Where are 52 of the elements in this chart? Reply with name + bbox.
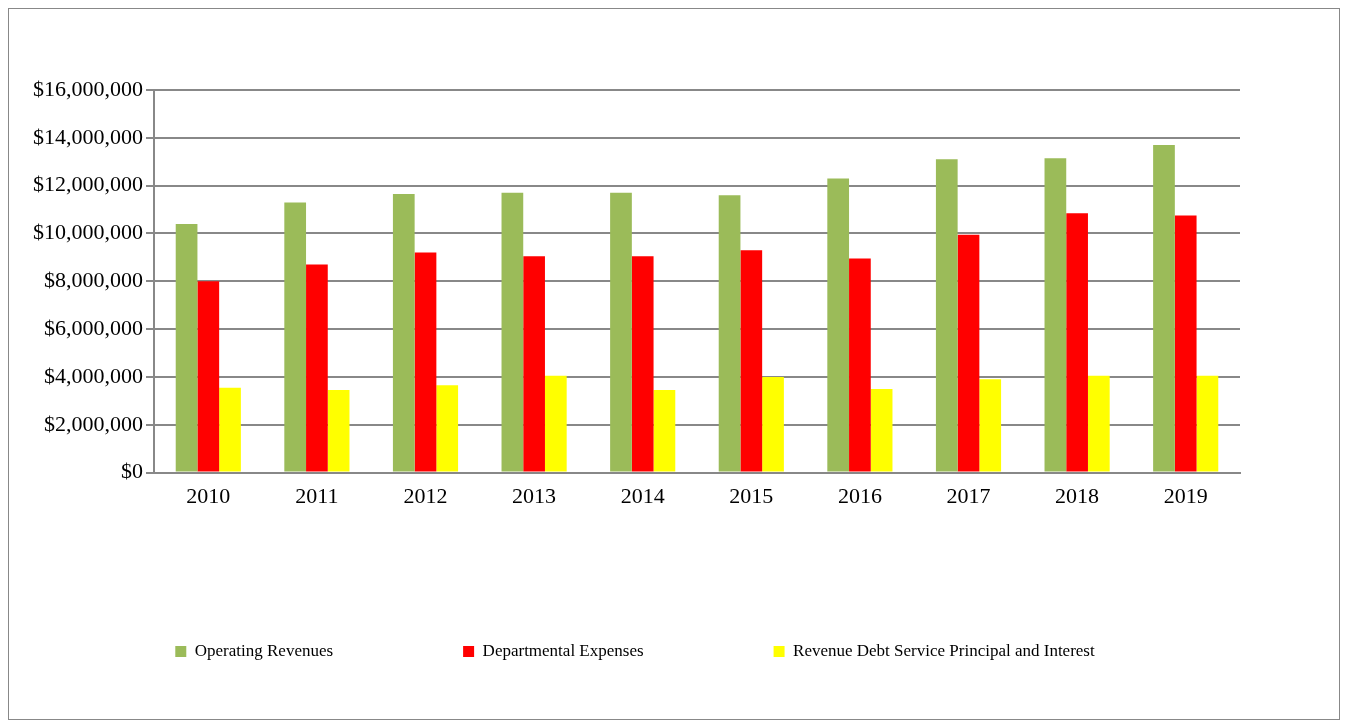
bar [306, 264, 328, 472]
bar [284, 202, 307, 472]
bar [175, 223, 198, 472]
y-tick-label: $16,000,000 [33, 75, 143, 101]
bar [653, 390, 676, 472]
bar [827, 178, 850, 472]
bar [935, 159, 958, 472]
bar [1044, 158, 1067, 472]
x-tick-label: 2019 [1163, 482, 1208, 508]
legend-label: Operating Revenues [194, 640, 334, 660]
bar [631, 256, 654, 472]
y-tick-label: $2,000,000 [44, 410, 143, 436]
x-tick-label: 2010 [186, 482, 231, 508]
bar [870, 388, 893, 472]
bar [501, 192, 524, 472]
bar [1174, 215, 1197, 472]
bar [1087, 375, 1110, 472]
bar [436, 385, 459, 472]
x-tick-label: 2014 [620, 482, 665, 508]
legend-label: Revenue Debt Service Principal and Interest [793, 640, 1095, 660]
bar [544, 375, 567, 472]
bar [392, 194, 415, 472]
bar [610, 192, 632, 472]
x-tick-label: 2011 [295, 482, 339, 508]
bar [849, 258, 871, 472]
y-tick-label: $0 [121, 458, 143, 484]
y-tick-label: $6,000,000 [44, 314, 143, 340]
bar [762, 376, 784, 472]
x-tick-label: 2018 [1055, 482, 1100, 508]
x-tick-label: 2015 [729, 482, 774, 508]
bar [219, 387, 241, 472]
y-tick-label: $14,000,000 [33, 123, 143, 149]
y-tick-label: $12,000,000 [33, 171, 143, 197]
bar [1066, 213, 1088, 472]
bar [1196, 375, 1219, 472]
bar [414, 252, 437, 472]
bar [740, 250, 763, 472]
y-tick-label: $10,000,000 [33, 219, 143, 245]
bar [523, 256, 545, 472]
bar [1153, 145, 1175, 472]
bar [979, 379, 1002, 472]
y-tick-label: $4,000,000 [44, 362, 143, 388]
x-tick-label: 2017 [946, 482, 991, 508]
bar [718, 195, 741, 472]
x-tick-label: 2016 [837, 482, 882, 508]
bar [957, 234, 980, 472]
legend-label: Departmental Expenses [482, 640, 644, 660]
x-tick-label: 2012 [403, 482, 448, 508]
x-tick-label: 2013 [512, 482, 557, 508]
bar [197, 281, 220, 472]
y-tick-label: $8,000,000 [44, 267, 143, 293]
bar [327, 390, 350, 472]
